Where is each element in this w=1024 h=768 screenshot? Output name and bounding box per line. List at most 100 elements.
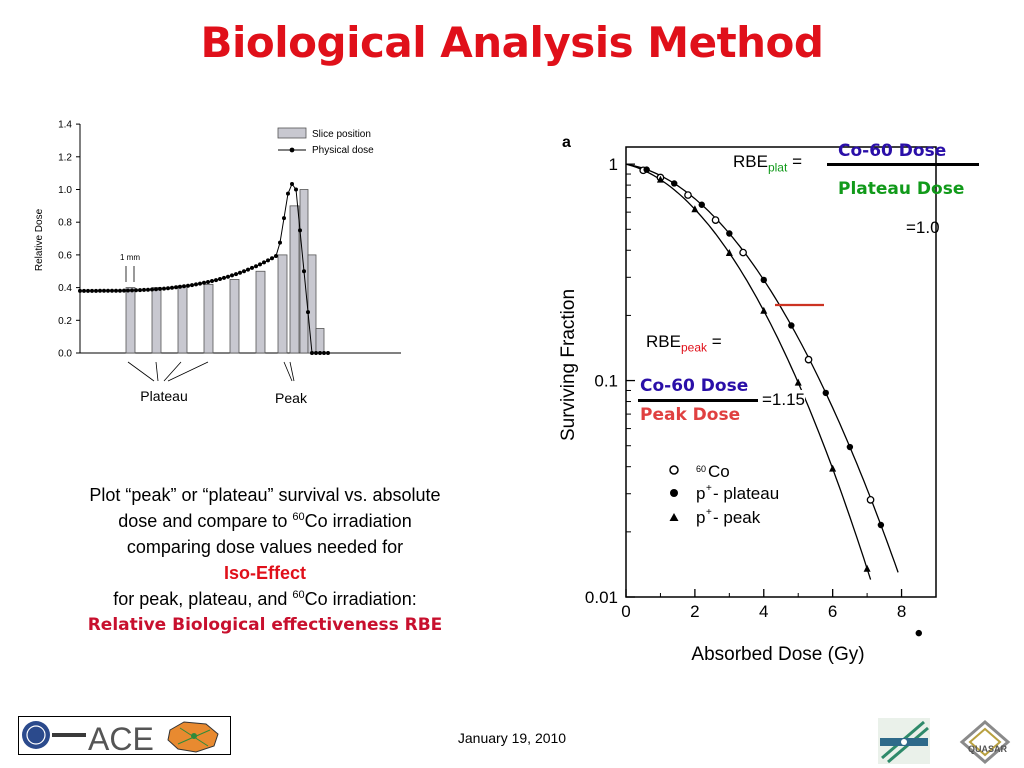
peak-point — [863, 564, 871, 572]
plateau-point — [698, 201, 705, 208]
dose-point — [154, 287, 158, 292]
dose-point — [178, 284, 182, 289]
peak-point — [829, 464, 837, 472]
dose-point — [166, 286, 170, 291]
peak-point — [794, 378, 802, 386]
peak-point — [691, 205, 699, 213]
dose-point — [194, 282, 198, 287]
dose-point — [262, 260, 266, 265]
slice-bar — [229, 279, 240, 354]
desc-line-2: dose and compare to 60Co irradiation — [20, 508, 510, 534]
dose-point — [298, 228, 302, 233]
dose-point — [114, 288, 118, 293]
dose-point — [302, 269, 306, 274]
dose-point — [322, 351, 326, 355]
dose-point — [94, 288, 98, 293]
legend-co60-marker — [669, 465, 679, 475]
dose-point — [130, 288, 134, 293]
dose-point — [314, 351, 318, 355]
x-tick-label: 4 — [759, 602, 768, 621]
legend-co60-label: Co — [708, 462, 730, 481]
plateau-label: Plateau — [140, 388, 187, 404]
legend-slice-label: Slice position — [312, 129, 371, 140]
slice-bar — [125, 287, 136, 354]
dose-point — [122, 288, 126, 293]
dose-point — [246, 267, 250, 272]
rbe-peak-eq: = — [711, 332, 722, 351]
legend-dose-label: Physical dose — [312, 145, 374, 156]
rbe-plat-result: =1.0 — [906, 218, 940, 237]
legend-plateau-prefix: p — [696, 484, 705, 503]
y-axis-label: Relative Dose — [34, 208, 45, 271]
dose-point — [294, 187, 298, 192]
dose-point — [198, 281, 202, 286]
dose-point — [222, 275, 226, 280]
legend-slice-swatch — [277, 127, 307, 139]
dose-point — [150, 287, 154, 292]
dose-point — [162, 286, 166, 291]
y-tick-label: 1.2 — [58, 152, 72, 163]
dose-point — [186, 283, 190, 288]
dose-point — [146, 287, 150, 292]
dose-point — [318, 351, 322, 355]
footer-date: January 19, 2010 — [457, 730, 567, 746]
depth-dose-chart: 0.0 0.2 0.4 0.6 0.8 1.0 1.2 1.4 Relative Dose S… — [34, 120, 401, 406]
desc-line-5: for peak, plateau, and 60Co irradiation: — [20, 586, 510, 612]
rbe-peak-fraction-bar — [638, 399, 758, 402]
y-tick-label: 0.0 — [58, 349, 72, 360]
dose-point — [282, 216, 286, 221]
rbe-plat-eq: = — [792, 152, 802, 171]
dose-point — [242, 269, 246, 274]
rbe-plat-prefix: RBE — [733, 152, 768, 171]
dose-point — [254, 264, 258, 269]
rbe-peak-lhs: RBEpeak = — [644, 332, 724, 355]
y-tick-label: 1.0 — [58, 185, 72, 196]
desc-line-2b: Co irradiation — [304, 511, 412, 531]
y-tick-label: 0.2 — [58, 316, 72, 327]
dose-point — [218, 277, 222, 281]
dose-point — [118, 288, 122, 293]
y-tick-label: 1.4 — [58, 120, 72, 131]
desc-line-2-sup: 60 — [292, 511, 305, 523]
plateau-point — [915, 629, 922, 637]
dose-point — [86, 288, 90, 293]
x-tick-label: 0 — [621, 602, 630, 621]
desc-line-2a: dose and compare to — [118, 511, 293, 531]
plateau-point — [671, 180, 678, 187]
y-tick-label: 1 — [609, 155, 618, 174]
dose-point — [290, 182, 294, 186]
rbe-plat-fraction-bar — [827, 163, 979, 166]
scale-note: 1 mm — [120, 253, 140, 262]
x-tick-label: 8 — [897, 602, 906, 621]
dose-point — [226, 274, 230, 279]
y-tick-label: 0.6 — [58, 250, 72, 261]
dose-point — [274, 254, 278, 258]
ace-logo-text: ACE — [88, 721, 154, 756]
dose-point — [126, 288, 130, 293]
dose-point — [286, 191, 290, 196]
slice-bar — [277, 254, 288, 354]
dose-point — [202, 280, 206, 285]
legend-co60-sup: 60 — [696, 464, 706, 474]
dose-point — [270, 256, 274, 261]
peak-point — [725, 248, 733, 256]
rbe-definition-text: Relative Biological effectiveness RBE — [87, 615, 443, 635]
desc-line-5a: for peak, plateau, and — [113, 589, 293, 609]
co60-point — [866, 496, 875, 504]
dose-point — [234, 272, 238, 277]
dose-point — [158, 286, 162, 291]
legend-peak-sup: + — [706, 507, 712, 518]
dose-point — [102, 288, 106, 293]
slice-bar — [315, 328, 325, 354]
dose-point — [78, 288, 82, 293]
peak-point — [760, 306, 768, 314]
dose-point — [182, 284, 186, 289]
desc-line-1: Plot “peak” or “plateau” survival vs. ab… — [89, 485, 441, 505]
dose-point — [326, 351, 330, 355]
plateau-point — [822, 389, 829, 397]
ace-logo: ACE — [18, 716, 231, 756]
quasar-logo-icon: QUASAR — [959, 720, 1011, 764]
dose-point — [206, 280, 210, 284]
legend: 60 Co p + - plateau p + - peak — [669, 462, 779, 527]
slice-bar — [307, 254, 317, 354]
